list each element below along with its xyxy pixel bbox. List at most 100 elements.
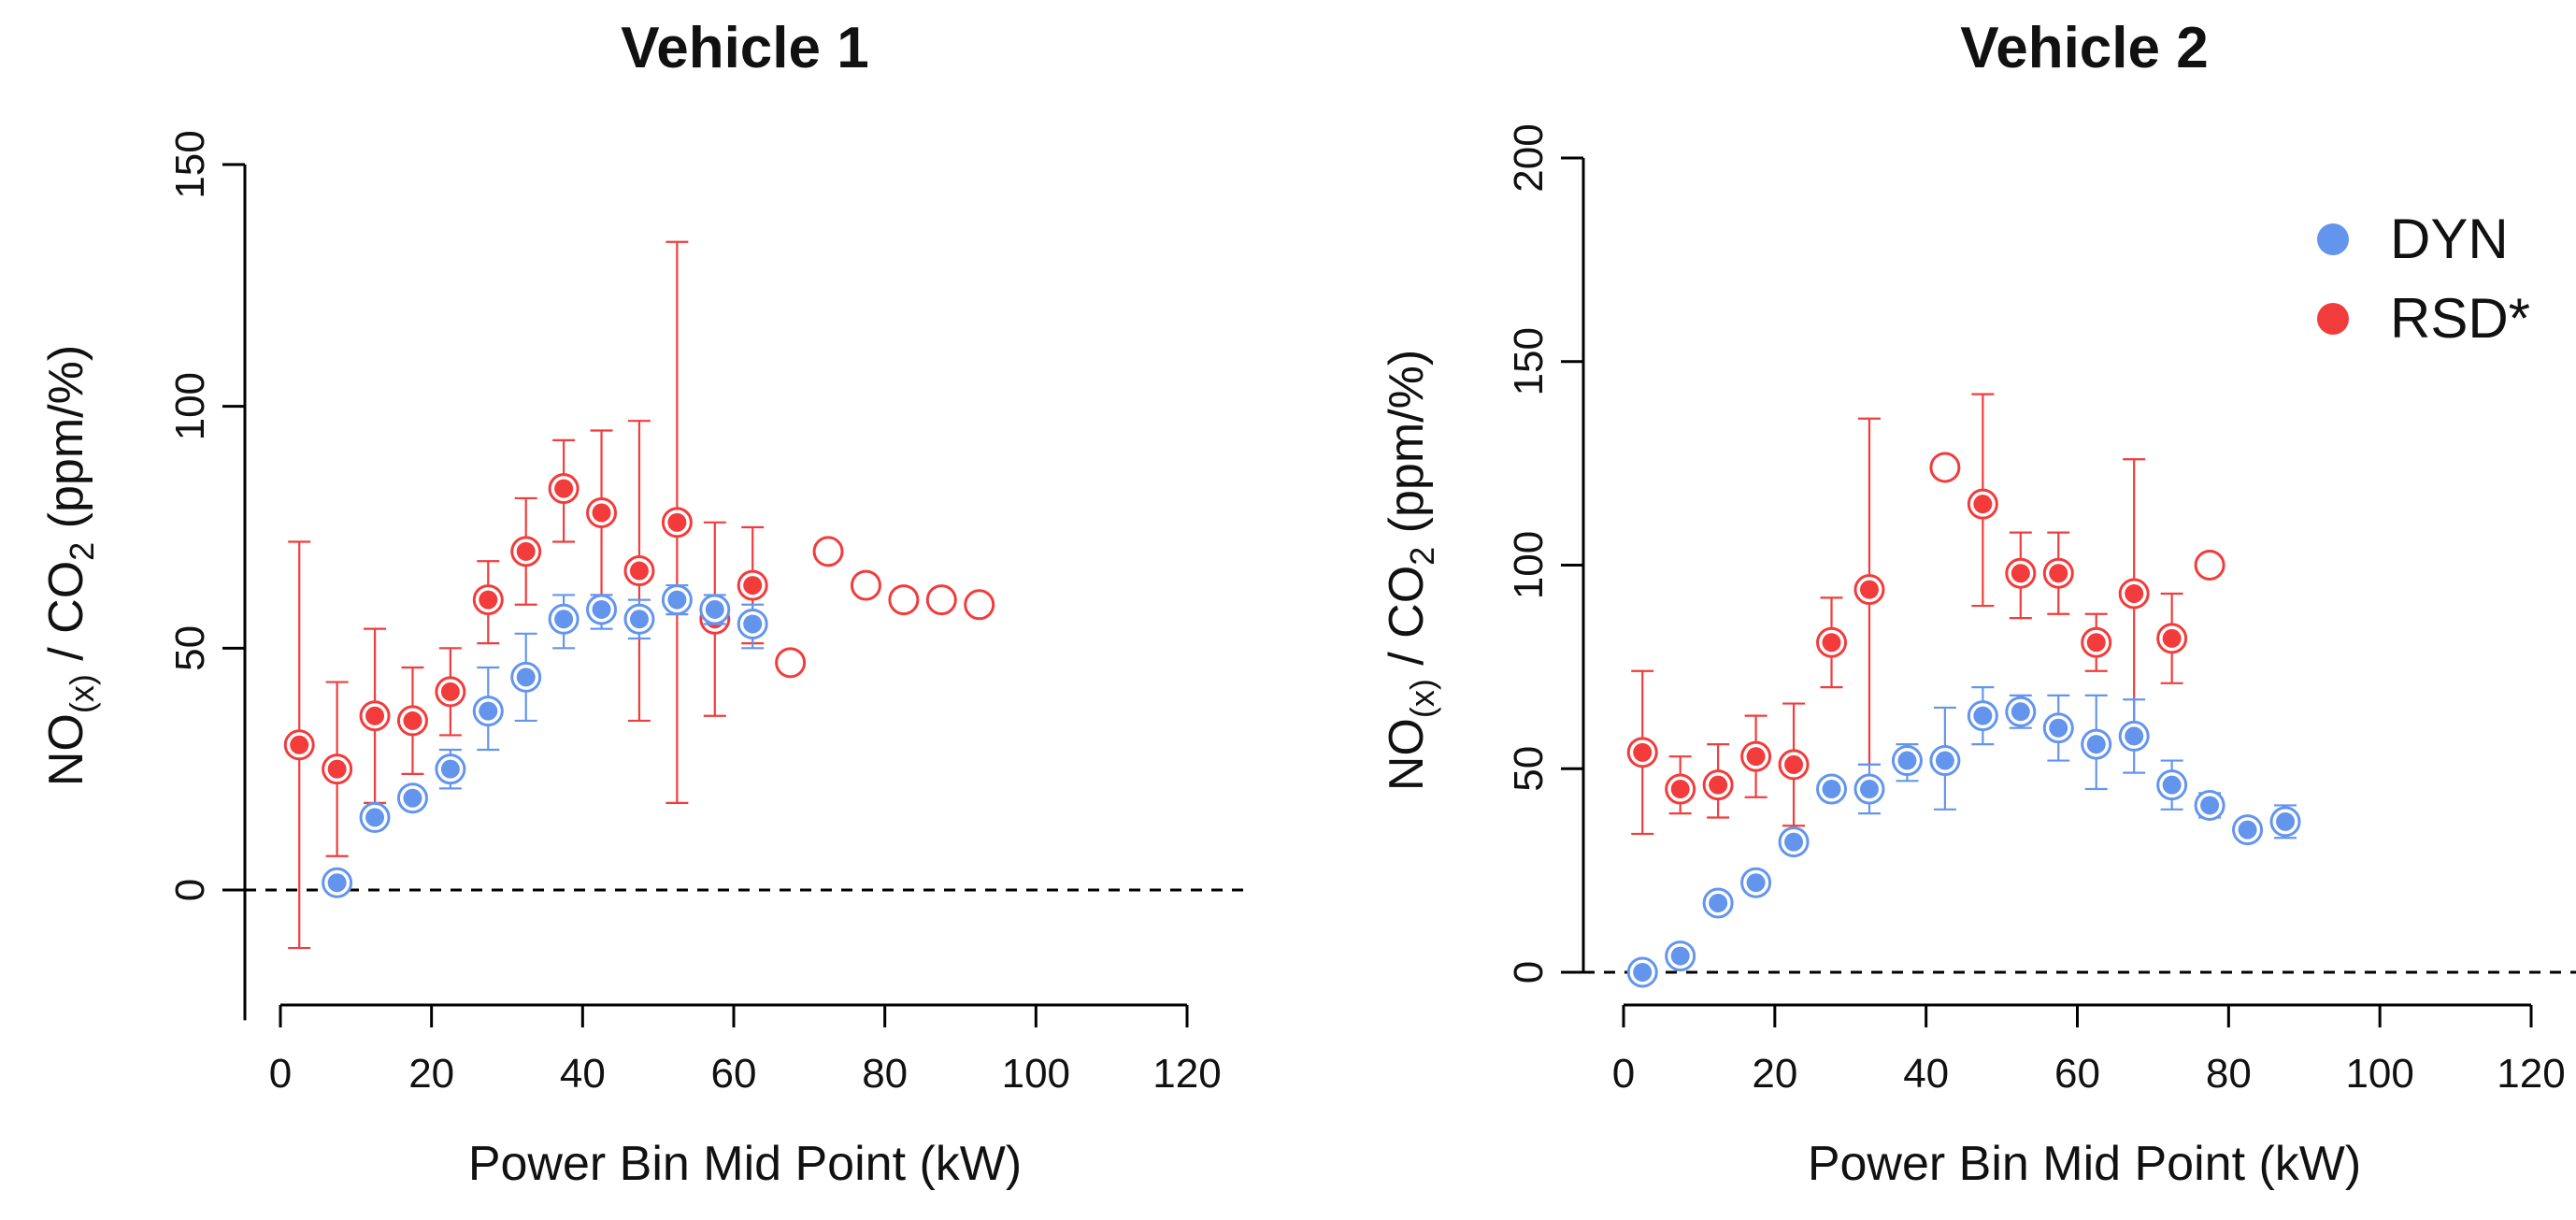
dyn-point bbox=[743, 614, 763, 634]
panel-2-ylabel-pre: NO bbox=[1380, 718, 1434, 791]
panel-1-ylabel: NO(x) / CO2 (ppm/%) bbox=[39, 345, 101, 786]
panel-2-ylabel-post: (ppm/%) bbox=[1380, 350, 1434, 547]
rsd-point bbox=[440, 682, 460, 701]
x-tick-label: 40 bbox=[560, 1051, 606, 1097]
legend-rsd-label: RSD* bbox=[2390, 287, 2530, 350]
x-tick-label: 60 bbox=[711, 1051, 757, 1097]
dyn-point bbox=[440, 759, 460, 779]
x-tick-label: 80 bbox=[862, 1051, 908, 1097]
x-tick-label: 40 bbox=[1903, 1051, 1949, 1097]
dyn-point bbox=[667, 590, 687, 610]
dyn-point bbox=[2125, 726, 2144, 746]
rsd-point bbox=[2125, 583, 2144, 603]
dyn-point bbox=[1935, 751, 1954, 770]
rsd-point-ring bbox=[2194, 550, 2225, 581]
panel-2-ylabel-mid: / CO bbox=[1380, 566, 1434, 679]
x-tick-label: 100 bbox=[2345, 1051, 2413, 1097]
panel-2-plot-area: 0 50 100 150 200 0 20 40 60 80 100 120 bbox=[1506, 123, 2576, 1097]
x-tick-label: 100 bbox=[1002, 1051, 1070, 1097]
panel-1-title: Vehicle 1 bbox=[621, 16, 868, 80]
rsd-point bbox=[1784, 754, 1804, 774]
rsd-point bbox=[516, 541, 536, 561]
rsd-point bbox=[1822, 633, 1841, 653]
x-tick-label: 80 bbox=[2206, 1051, 2252, 1097]
dyn-point bbox=[1897, 751, 1917, 770]
dyn-point bbox=[2011, 702, 2030, 722]
dyn-point bbox=[516, 667, 536, 687]
rsd-point bbox=[1709, 775, 1728, 795]
dyn-point bbox=[592, 599, 611, 619]
panel-vehicle-1: Vehicle 1 Power Bin Mid Point (kW) NO(x)… bbox=[39, 16, 1252, 1191]
rsd-point-ring bbox=[1929, 452, 1961, 483]
rsd-point-ring bbox=[888, 584, 920, 616]
legend-dyn-marker bbox=[2317, 223, 2349, 255]
y-tick-label: 150 bbox=[167, 130, 213, 198]
panel-vehicle-2: Vehicle 2 Power Bin Mid Point (kW) NO(x)… bbox=[1380, 16, 2576, 1191]
y-tick-label: 50 bbox=[1506, 746, 1552, 792]
dyn-point bbox=[403, 788, 422, 808]
y-tick-label: 0 bbox=[167, 879, 213, 901]
x-tick-label: 120 bbox=[2497, 1051, 2565, 1097]
rsd-point bbox=[2011, 564, 2030, 583]
panel-1-plot-area: 0 50 100 150 0 20 40 60 80 100 120 bbox=[167, 130, 1252, 1097]
rsd-point bbox=[479, 590, 498, 610]
panel-2-ylabel-sub2: 2 bbox=[1403, 547, 1441, 566]
x-tick-label: 20 bbox=[408, 1051, 454, 1097]
legend-dyn-label: DYN bbox=[2390, 208, 2509, 270]
panel-1-ylabel-sub: (x) bbox=[63, 674, 101, 713]
panel-1-ylabel-sub2: 2 bbox=[63, 542, 101, 561]
dyn-point bbox=[1670, 946, 1690, 966]
y-tick-label: 150 bbox=[1506, 327, 1552, 395]
panel-1-xlabel: Power Bin Mid Point (kW) bbox=[468, 1137, 1022, 1191]
dyn-point bbox=[1633, 963, 1653, 982]
rsd-point bbox=[1670, 780, 1690, 799]
rsd-point-ring bbox=[925, 584, 957, 616]
y-tick-label: 0 bbox=[1506, 961, 1552, 983]
rsd-point bbox=[1859, 580, 1879, 599]
panel-2-ylabel-sub: (x) bbox=[1403, 679, 1441, 718]
dyn-point bbox=[554, 610, 574, 629]
x-tick-label: 0 bbox=[1612, 1051, 1635, 1097]
y-tick-label: 100 bbox=[167, 372, 213, 440]
y-tick-label: 200 bbox=[1506, 123, 1552, 192]
rsd-point-ring bbox=[812, 536, 844, 567]
dyn-point bbox=[1822, 780, 1841, 799]
y-tick-label: 100 bbox=[1506, 531, 1552, 599]
dyn-point bbox=[629, 610, 649, 629]
rsd-point bbox=[1633, 742, 1653, 762]
rsd-point bbox=[403, 710, 422, 730]
panel-2-ylabel: NO(x) / CO2 (ppm/%) bbox=[1380, 350, 1441, 791]
legend-rsd-marker bbox=[2317, 303, 2349, 335]
dyn-point bbox=[2276, 811, 2296, 831]
x-tick-label: 120 bbox=[1152, 1051, 1221, 1097]
dyn-point bbox=[479, 701, 498, 721]
rsd-point bbox=[743, 576, 763, 596]
rsd-point bbox=[592, 503, 611, 523]
dyn-point bbox=[1784, 832, 1804, 852]
panel-1-ylabel-post: (ppm/%) bbox=[39, 345, 93, 542]
rsd-point bbox=[2086, 633, 2106, 653]
rsd-point bbox=[2162, 628, 2182, 648]
dyn-point bbox=[1709, 893, 1728, 912]
dyn-point bbox=[2200, 796, 2220, 815]
dyn-point bbox=[705, 599, 724, 619]
rsd-point bbox=[667, 512, 687, 532]
dyn-point bbox=[365, 808, 385, 827]
dyn-point bbox=[2086, 735, 2106, 754]
dyn-point bbox=[2162, 775, 2182, 795]
x-tick-label: 0 bbox=[269, 1051, 292, 1097]
panel-2-title: Vehicle 2 bbox=[1960, 16, 2208, 80]
x-tick-label: 20 bbox=[1752, 1051, 1797, 1097]
rsd-point bbox=[327, 759, 347, 779]
dyn-point bbox=[1746, 873, 1766, 893]
panel-1-ylabel-pre: NO bbox=[39, 713, 93, 786]
dyn-point bbox=[1973, 706, 1993, 725]
rsd-point-ring bbox=[850, 569, 881, 601]
dyn-point bbox=[2238, 820, 2257, 840]
y-tick-label: 50 bbox=[167, 625, 213, 671]
dyn-point bbox=[2049, 718, 2068, 738]
dyn-point bbox=[1859, 780, 1879, 799]
rsd-point bbox=[365, 706, 385, 725]
rsd-point bbox=[554, 479, 574, 498]
